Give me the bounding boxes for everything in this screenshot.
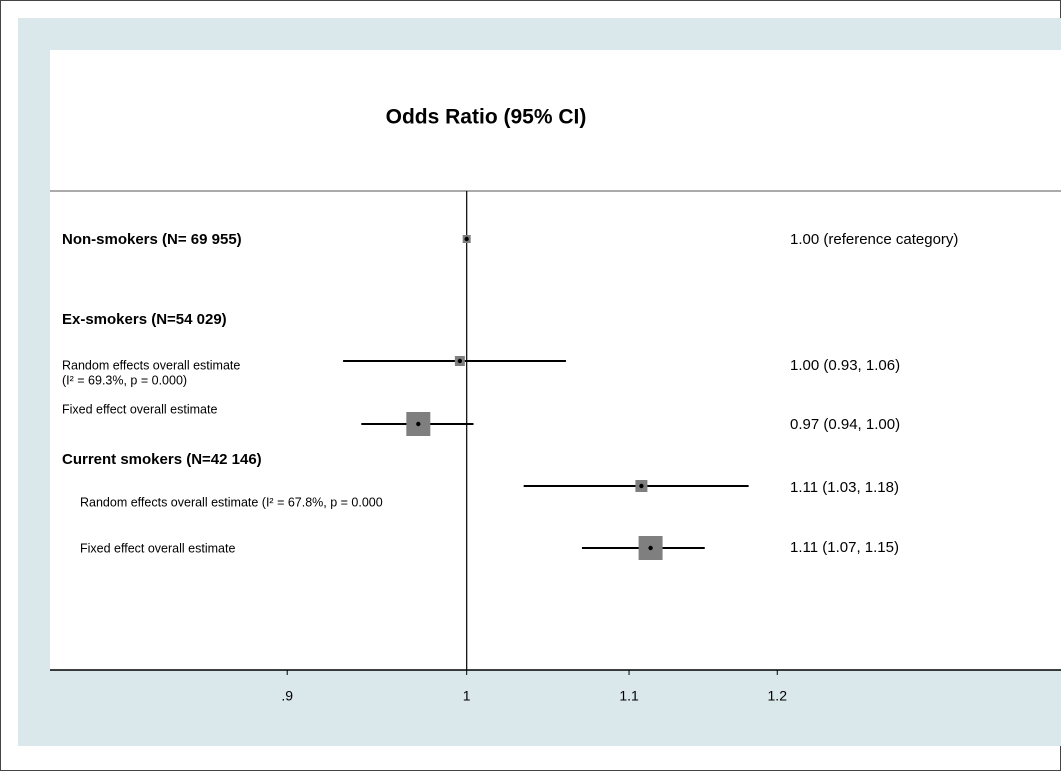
group-label: Non-smokers (N= 69 955) xyxy=(62,231,242,248)
group-label: Current smokers (N=42 146) xyxy=(62,451,262,468)
x-tick-label: .9 xyxy=(281,688,293,704)
value-label: 1.00 (0.93, 1.06) xyxy=(790,357,900,374)
x-tick-label: 1.2 xyxy=(768,688,788,704)
row-label: Fixed effect overall estimate xyxy=(80,541,235,555)
row-sublabel: (I² = 69.3%, p = 0.000) xyxy=(62,373,187,387)
row-label: Random effects overall estimate xyxy=(62,358,240,372)
value-label: 1.11 (1.07, 1.15) xyxy=(790,539,899,556)
chart-title: Odds Ratio (95% CI) xyxy=(386,106,587,129)
x-tick-label: 1 xyxy=(463,688,471,704)
estimate-point xyxy=(639,483,644,489)
group-label: Ex-smokers (N=54 029) xyxy=(62,311,227,328)
estimate-point xyxy=(416,421,421,427)
x-tick-label: 1.1 xyxy=(619,688,639,704)
estimate-point xyxy=(648,545,653,551)
value-label: 0.97 (0.94, 1.00) xyxy=(790,416,900,433)
value-label: 1.11 (1.03, 1.18) xyxy=(790,479,899,496)
value-label: 1.00 (reference category) xyxy=(790,231,958,248)
estimate-point xyxy=(464,236,469,242)
row-label: Random effects overall estimate (I² = 67… xyxy=(80,495,383,509)
estimate-point xyxy=(457,358,463,364)
row-label: Fixed effect overall estimate xyxy=(62,402,217,416)
